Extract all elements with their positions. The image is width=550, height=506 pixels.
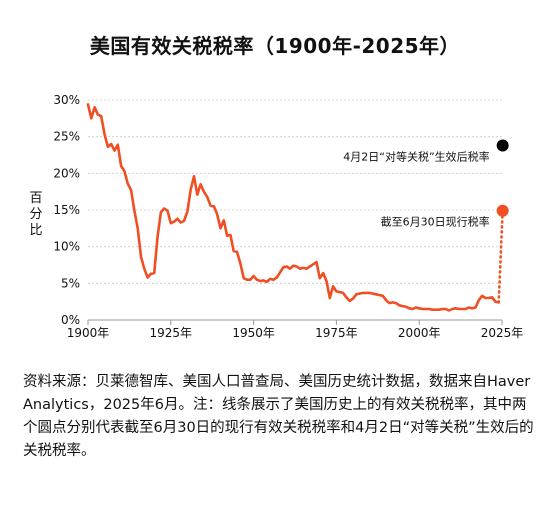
y-tick-label: 20% <box>53 166 80 180</box>
april-rate-dot <box>496 139 509 152</box>
april-rate-label: 4月2日“对等关税”生效后税率 <box>343 149 489 163</box>
y-axis-label-char: 百 <box>29 191 42 206</box>
y-tick-label: 15% <box>53 203 80 217</box>
source-note: 资料来源：贝莱德智库、美国人口普查局、美国历史统计数据，数据来自Haver An… <box>23 374 534 459</box>
x-tick-label: 2025年 <box>481 326 524 340</box>
tariff-rate-chart: 0% 5% 10% 15% 20% 25% 30% 1900年 1925年 1950年 1975年… <box>29 93 524 340</box>
x-tick-label: 1950年 <box>232 326 275 340</box>
y-axis-ticks: 0% 5% 10% 15% 20% 25% 30% <box>53 93 80 327</box>
june-rate-label: 截至6月30日现行税率 <box>381 215 490 229</box>
y-axis-label: 百分比 <box>29 191 42 238</box>
y-axis-label-char: 比 <box>29 223 42 238</box>
june-rate-dot <box>496 204 509 217</box>
x-axis-ticks: 1900年 1925年 1950年 1975年 2000年 2025年 <box>67 320 524 340</box>
x-tick-label: 1975年 <box>315 326 358 340</box>
y-tick-label: 5% <box>61 276 80 290</box>
series-layer <box>86 103 504 312</box>
y-tick-label: 10% <box>53 240 80 254</box>
y-tick-label: 0% <box>61 313 80 327</box>
y-tick-label: 30% <box>53 93 80 107</box>
series-line-effective-tariff-rate <box>86 103 501 312</box>
gridlines <box>88 99 502 321</box>
x-tick-label: 1925年 <box>150 326 193 340</box>
chart-title: 美国有效关税税率（1900年-2025年） <box>89 34 461 58</box>
y-axis-label-char: 分 <box>29 207 42 222</box>
y-tick-label: 25% <box>53 130 80 144</box>
dotted-connector <box>497 209 504 304</box>
x-tick-label: 2000年 <box>398 326 441 340</box>
x-tick-label: 1900年 <box>67 326 110 340</box>
